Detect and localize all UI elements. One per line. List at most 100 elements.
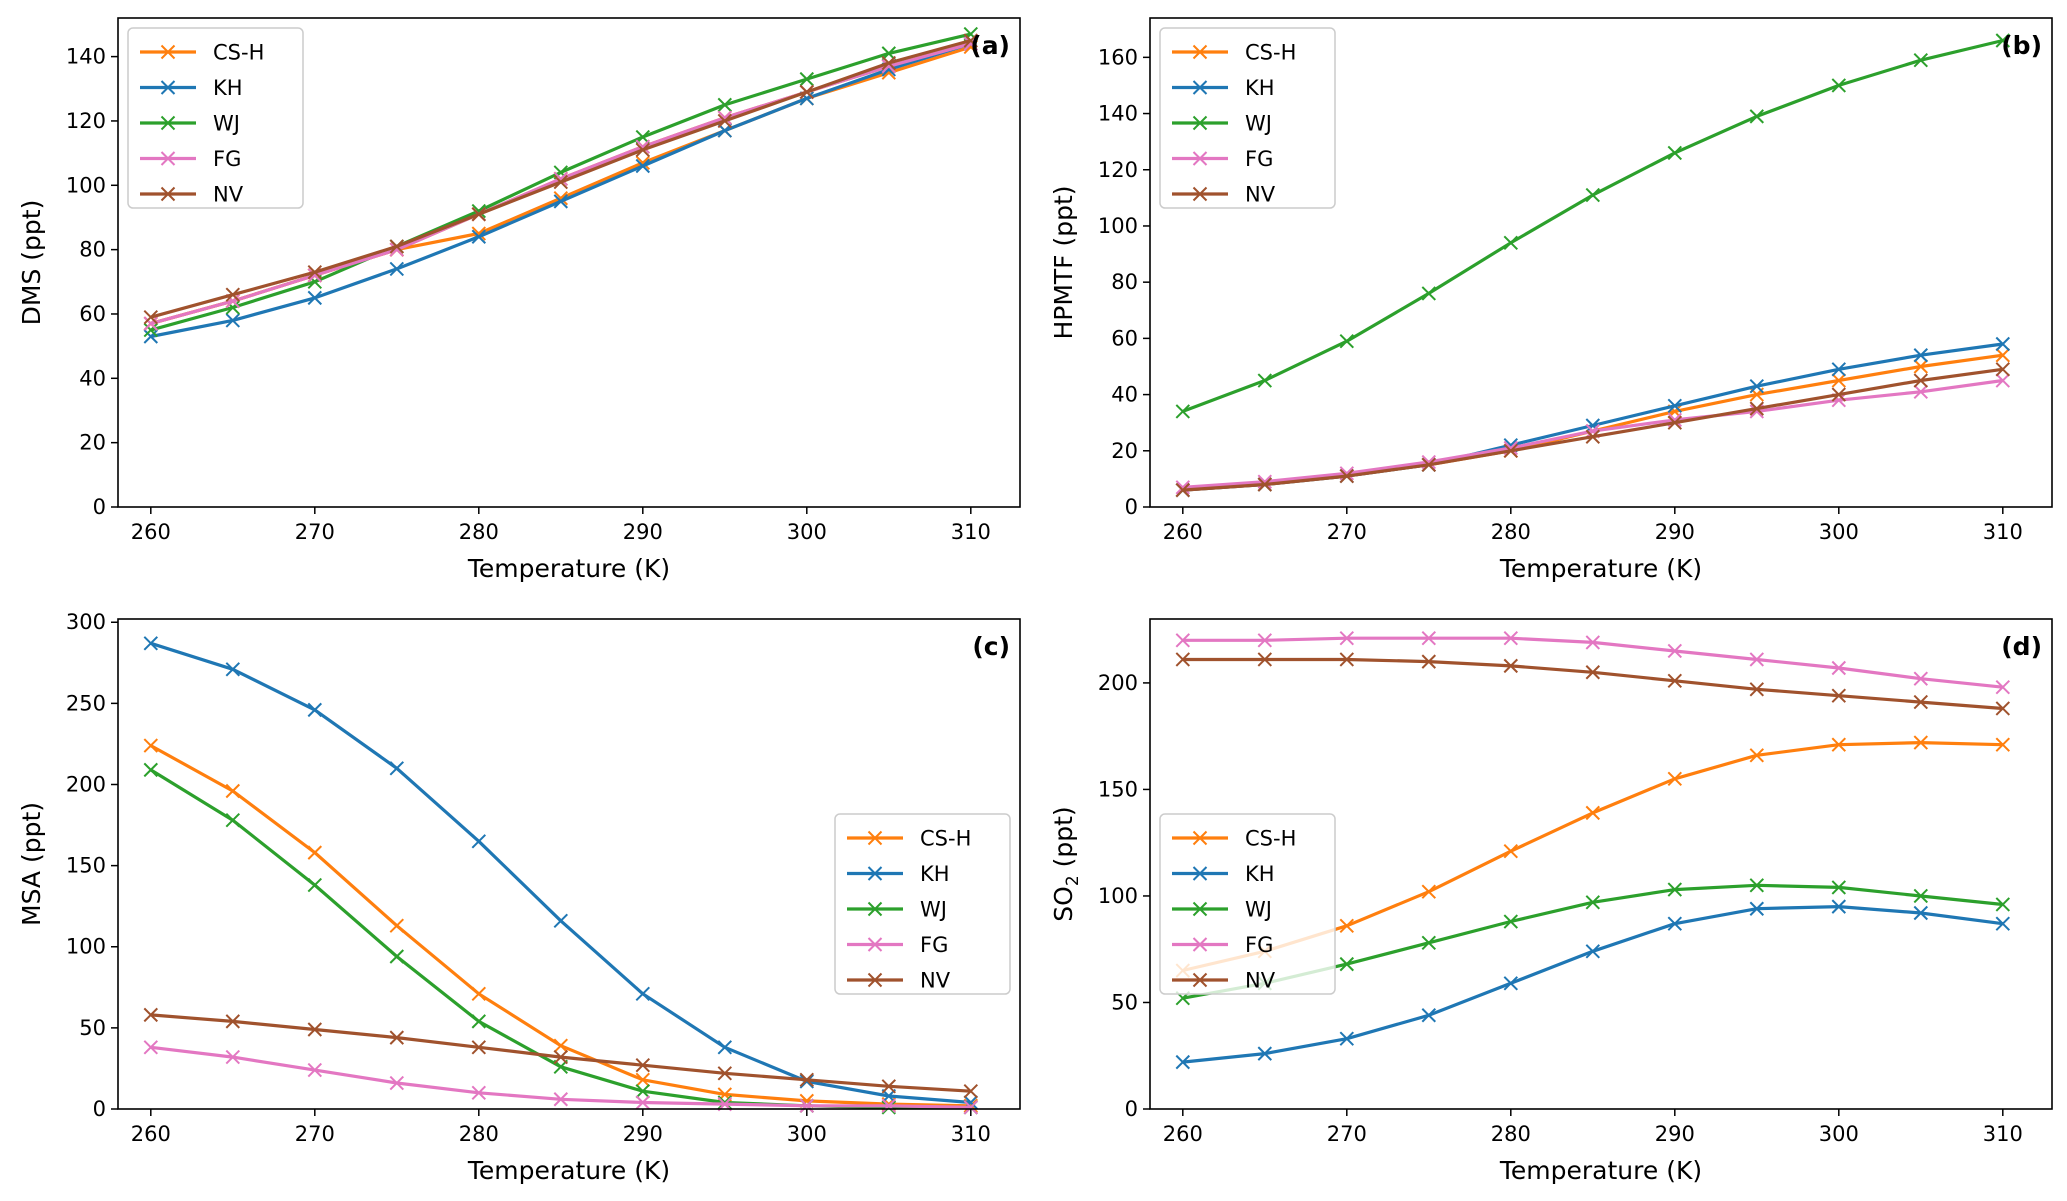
panel-d: 260 270 280 290 300 310 0 50 100 150 200 Temperatur… (1049, 618, 2053, 1185)
data-point-kh (389, 261, 405, 277)
data-point-fg (799, 1098, 815, 1113)
data-point-fg (225, 1049, 241, 1065)
data-point-cs-h (471, 986, 487, 1002)
legend-label: KH (1245, 76, 1275, 100)
data-point-kh (1257, 1046, 1273, 1061)
data-point-wj (1339, 333, 1355, 349)
legend-label: KH (1245, 862, 1275, 886)
data-point-nv (389, 239, 405, 254)
legend-label: FG (1245, 933, 1273, 957)
data-point-kh (307, 290, 323, 306)
data-point-nv (143, 1007, 159, 1023)
data-point-nv (553, 1049, 569, 1065)
data-point-cs-h (307, 845, 323, 860)
x-tick-label: 290 (1655, 520, 1695, 544)
data-point-kh (307, 702, 323, 718)
x-tick-label: 290 (623, 520, 663, 544)
y-tick-label: 40 (79, 366, 106, 390)
data-point-fg (1339, 630, 1355, 646)
data-point-fg (553, 1092, 569, 1107)
legend-marker (867, 901, 883, 917)
panel-label: (b) (2001, 31, 2042, 60)
data-point-kh (635, 158, 651, 174)
data-point-nv (1995, 701, 2011, 716)
legend-label: NV (1245, 183, 1276, 207)
data-point-nv (1339, 468, 1355, 484)
data-point-kh (717, 1040, 733, 1055)
y-axis-label-suffix: (ppt) (1049, 806, 1078, 875)
x-tick-label: 270 (1327, 1122, 1367, 1146)
legend-label: WJ (1245, 112, 1272, 136)
data-point-fg (1421, 630, 1437, 646)
data-point-nv (1257, 477, 1273, 492)
y-tick-label: 100 (66, 173, 106, 197)
data-point-kh (143, 636, 159, 651)
data-point-nv (1749, 682, 1765, 697)
data-point-kh (471, 834, 487, 849)
data-point-kh (1503, 976, 1519, 991)
series-line-kh (1182, 342, 2004, 492)
data-point-wj (1913, 52, 1929, 68)
data-point-kh (1749, 378, 1765, 394)
legend-marker (1192, 937, 1208, 952)
data-point-fg (963, 1100, 979, 1115)
data-point-fg (1175, 633, 1191, 648)
x-tick-label: 300 (1819, 520, 1859, 544)
legend-label: CS-H (920, 827, 971, 851)
x-tick-label: 310 (951, 520, 991, 544)
panel-a: 260 270 280 290 300 310 0 20 40 60 80 100 120 140 Temp… (17, 17, 1021, 583)
data-point-nv (799, 1072, 815, 1087)
data-point-cs-h (225, 783, 241, 799)
data-point-nv (881, 1079, 897, 1094)
data-point-cs-h (1667, 771, 1683, 786)
legend-marker (867, 937, 883, 952)
data-point-kh (1339, 1031, 1355, 1046)
data-point-kh (1995, 916, 2011, 931)
y-axis-label: DMS (ppt) (17, 200, 46, 326)
legend-label: FG (1245, 147, 1273, 171)
panel-c: 260 270 280 290 300 310 0 50 100 150 200 250 300 Temp… (17, 610, 1021, 1185)
y-tick-label: 100 (66, 935, 106, 959)
data-point-wj (1503, 235, 1519, 251)
data-point-cs-h (1421, 884, 1437, 899)
data-point-nv (389, 1030, 405, 1045)
y-tick-label: 300 (66, 610, 106, 634)
legend-marker (1192, 830, 1208, 846)
legend-label: NV (213, 183, 244, 207)
data-point-fg (389, 1075, 405, 1091)
data-point-nv (1585, 665, 1601, 680)
data-point-kh (1913, 348, 1929, 363)
data-point-kh (1831, 362, 1847, 377)
y-tick-label: 0 (93, 495, 106, 519)
data-point-wj (1749, 109, 1765, 124)
data-point-nv (717, 113, 733, 129)
data-point-nv (1175, 652, 1191, 667)
x-tick-label: 270 (1327, 520, 1367, 544)
data-point-kh (225, 313, 241, 328)
legend-label: KH (920, 862, 950, 886)
data-point-nv (1503, 443, 1519, 459)
legend-marker (160, 80, 176, 95)
data-point-nv (1585, 429, 1601, 444)
y-tick-label: 200 (1098, 671, 1138, 695)
legend-label: NV (1245, 969, 1276, 993)
data-point-cs-h (1913, 735, 1929, 750)
y-tick-label: 150 (1098, 777, 1138, 801)
legend-marker (160, 186, 176, 202)
legend-label: CS-H (1245, 41, 1296, 65)
data-point-wj (143, 762, 159, 778)
data-point-kh (471, 229, 487, 244)
legend-label: WJ (213, 112, 240, 136)
data-point-nv (635, 142, 651, 158)
data-point-kh (1749, 901, 1765, 916)
data-point-fg (1995, 679, 2011, 695)
y-tick-label: 140 (1098, 102, 1138, 126)
data-point-wj (1421, 286, 1437, 301)
data-point-fg (1503, 630, 1519, 646)
data-point-wj (1667, 882, 1683, 897)
x-tick-label: 290 (623, 1122, 663, 1146)
data-point-wj (635, 1083, 651, 1099)
x-axis-label: Temperature (K) (1499, 554, 1702, 583)
data-point-kh (1421, 1008, 1437, 1023)
